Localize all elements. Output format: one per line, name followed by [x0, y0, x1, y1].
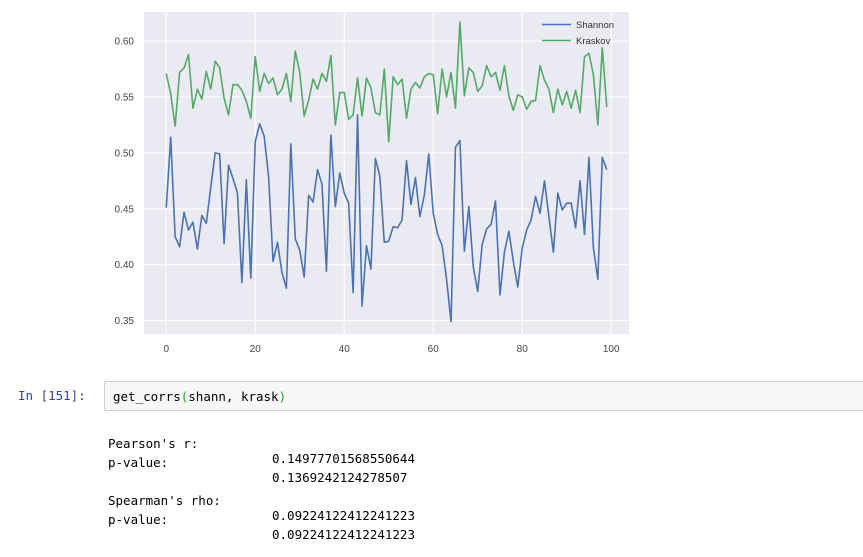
output-row-spearman-rho: Spearman's rho: 0.09224122412241223	[108, 478, 415, 538]
code-close-paren: )	[278, 389, 287, 404]
code-open-paren: (	[180, 389, 189, 404]
line-chart: 0 20 40 60 80 100 0.35 0.40 0.45 0.50 0.55 0.60 Sha…	[115, 12, 629, 355]
x-tick-label: 100	[603, 344, 620, 355]
code-function: get_corrs	[113, 389, 181, 404]
code-cell-input[interactable]: get_corrs(shann, krask)	[104, 381, 863, 411]
code-arguments: shann, krask	[188, 389, 279, 404]
grid-lines	[144, 12, 629, 334]
x-tick-label: 20	[250, 344, 262, 355]
output-value: 0.09224122412241223	[272, 527, 415, 542]
y-tick-label: 0.40	[115, 260, 135, 271]
output-value: 0.1369242124278507	[272, 470, 408, 485]
y-tick-label: 0.50	[115, 148, 135, 159]
output-value: 0.14977701568550644	[272, 451, 415, 466]
x-tick-label: 60	[428, 344, 440, 355]
cell-prompt: In [151]:	[18, 388, 86, 403]
y-tick-label: 0.45	[115, 204, 135, 215]
output-row-pearson-r: Pearson's r: 0.14977701568550644	[108, 421, 415, 481]
series-line-shannon	[165, 114, 608, 323]
output-row-pearson-p: p-value: 0.1369242124278507	[108, 440, 407, 500]
legend-label-kraskov: Kraskov	[576, 36, 611, 47]
y-tick-label: 0.55	[115, 92, 135, 103]
series-layer	[165, 21, 608, 323]
tick-labels: 0 20 40 60 80 100 0.35 0.40 0.45 0.50 0.55 0.60	[115, 37, 620, 355]
x-tick-label: 80	[517, 344, 529, 355]
output-label: p-value:	[108, 455, 169, 470]
legend-label-shannon: Shannon	[576, 20, 614, 31]
y-tick-label: 0.35	[115, 316, 135, 327]
y-tick-label: 0.60	[115, 37, 135, 48]
series-line-kraskov	[165, 21, 608, 143]
legend: Shannon Kraskov	[542, 20, 614, 47]
output-label: Pearson's r:	[108, 436, 199, 451]
x-tick-label: 40	[339, 344, 351, 355]
output-value: 0.09224122412241223	[272, 508, 415, 523]
output-row-spearman-p: p-value: 0.09224122412241223	[108, 497, 415, 557]
output-label: p-value:	[108, 512, 169, 527]
plot-background	[144, 12, 629, 334]
code-text: get_corrs(shann, krask)	[113, 389, 286, 404]
x-tick-label: 0	[163, 344, 169, 355]
output-label: Spearman's rho:	[108, 493, 221, 508]
